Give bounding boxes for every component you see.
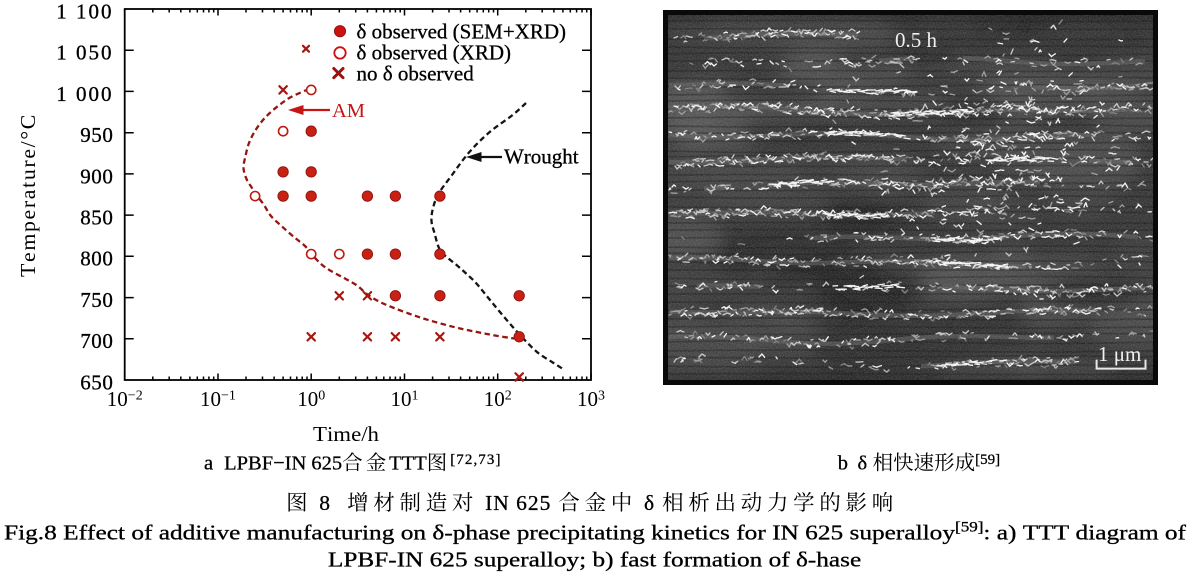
svg-text:Wrought: Wrought [504,145,579,169]
svg-text:650: 650 [80,370,113,394]
svg-text:1 μm: 1 μm [1098,342,1141,366]
svg-text:0: 0 [318,389,325,404]
svg-text:10: 10 [200,387,221,411]
svg-text:no δ observed: no δ observed [357,62,475,86]
svg-text:700: 700 [80,329,113,353]
svg-text:[59]: [59] [975,452,1000,468]
svg-text:LPBF−IN 625: LPBF−IN 625 [224,453,342,475]
svg-text:3: 3 [598,389,605,404]
svg-text:0.5 h: 0.5 h [895,28,938,52]
svg-text:1: 1 [412,389,419,404]
svg-text:TTT: TTT [389,453,427,475]
svg-text:δ: δ [858,453,868,475]
svg-text:10: 10 [107,387,128,411]
svg-text:900: 900 [80,164,113,188]
svg-text:−1: −1 [221,389,236,404]
svg-text:10: 10 [297,387,318,411]
svg-text:2: 2 [505,389,512,404]
svg-text:[72,73]: [72,73] [450,452,501,468]
svg-text:IN 625: IN 625 [485,491,551,515]
svg-text:950: 950 [80,123,113,147]
svg-text:Fig.8 Effect of additive manuf: Fig.8 Effect of additive manufacturing o… [4,521,955,545]
svg-text:a: a [204,453,213,475]
svg-text:10: 10 [577,387,598,411]
svg-text:δ: δ [644,491,655,515]
svg-text:δ observed (XRD): δ observed (XRD) [357,41,512,65]
svg-text:800: 800 [80,247,113,271]
svg-text:−2: −2 [128,389,143,404]
svg-text:AM: AM [332,100,365,122]
svg-text:10: 10 [391,387,412,411]
svg-text:1 100: 1 100 [56,0,113,23]
svg-text:δ observed (SEM+XRD): δ observed (SEM+XRD) [357,19,567,43]
svg-text:1 050: 1 050 [56,41,113,65]
svg-text:Temperature/°C: Temperature/°C [16,113,40,277]
svg-text:: a) TTT diagram of: : a) TTT diagram of [983,521,1187,545]
svg-text:LPBF-IN 625 superalloy; b) fas: LPBF-IN 625 superalloy; b) fast formatio… [328,548,861,572]
svg-text:10: 10 [484,387,505,411]
svg-text:b: b [838,453,848,475]
svg-text:8: 8 [319,491,331,515]
svg-text:750: 750 [80,288,113,312]
svg-text:[59]: [59] [955,520,984,536]
svg-text:1 000: 1 000 [56,82,113,106]
svg-text:850: 850 [80,206,113,230]
svg-text:Time/h: Time/h [313,422,379,446]
